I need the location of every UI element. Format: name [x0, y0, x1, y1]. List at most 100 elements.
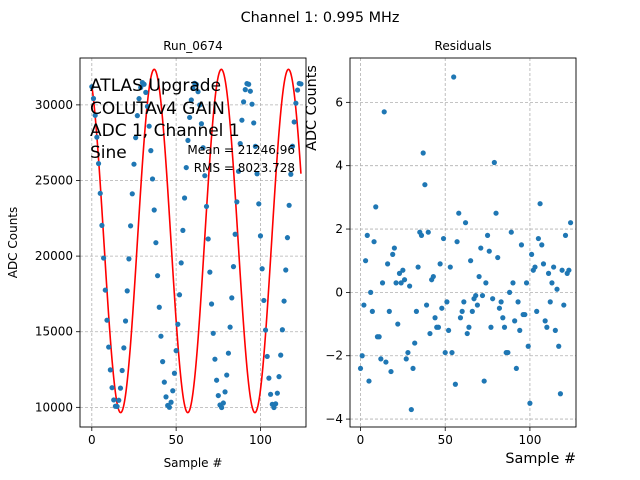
y-tick-label: 4 [335, 159, 343, 173]
data-point [134, 113, 140, 119]
residual-point [513, 365, 519, 372]
residual-point [440, 235, 447, 242]
annotation-line-3: ADC 1, Channel 1 [90, 121, 240, 141]
data-point [249, 101, 255, 107]
data-point [188, 97, 194, 103]
data-point [119, 367, 125, 374]
data-point [190, 85, 196, 92]
data-point [106, 344, 112, 350]
data-point [121, 345, 127, 351]
residual-point [371, 239, 377, 245]
residual-point [500, 315, 506, 321]
data-point [131, 161, 137, 167]
data-point [232, 231, 238, 237]
residual-point [461, 299, 467, 305]
left-data-points [89, 80, 304, 411]
data-point [289, 143, 296, 149]
residual-point [496, 305, 503, 311]
right-ticks: 0 50 100 −4 −2 0 2 4 6 [325, 95, 541, 447]
residual-point [523, 280, 530, 286]
data-point [273, 401, 279, 407]
residual-point [386, 308, 392, 314]
data-point [197, 102, 203, 108]
data-point [129, 191, 135, 197]
data-point [127, 223, 134, 229]
right-plot-title: Residuals [435, 39, 492, 53]
residual-point [554, 286, 560, 292]
data-point [153, 240, 159, 246]
residual-point [362, 258, 369, 264]
data-point [126, 256, 132, 262]
data-point [154, 273, 161, 279]
data-point [293, 100, 299, 106]
data-point [181, 195, 188, 201]
data-point [114, 403, 120, 410]
stats-mean: Mean = 21246.96 [187, 143, 295, 157]
data-point [259, 266, 265, 272]
residual-point [373, 204, 379, 210]
residual-point [407, 283, 413, 289]
residual-point [478, 245, 484, 251]
residual-point [385, 261, 391, 267]
residual-point [469, 308, 475, 314]
data-point [122, 318, 129, 324]
residual-point [562, 232, 569, 238]
residual-point [490, 296, 496, 302]
residual-point [486, 248, 492, 254]
data-point [146, 123, 152, 129]
residual-point [556, 343, 562, 349]
residual-point [505, 349, 511, 356]
left-ticks: 0 50 100 10000 15000 20000 25000 30000 [35, 98, 272, 447]
residual-point [476, 273, 482, 280]
y-tick-label: 10000 [35, 400, 73, 414]
residual-point [468, 258, 474, 264]
data-point [257, 233, 264, 239]
right-plot: Residuals 0 50 100 −4 −2 0 2 4 6 Sample # ADC Co… [304, 39, 577, 467]
data-point [254, 171, 260, 177]
residual-point [430, 273, 436, 280]
data-point [220, 400, 226, 406]
residual-point [525, 343, 531, 349]
residual-point [445, 327, 452, 333]
data-point [235, 168, 242, 174]
residual-point [549, 280, 555, 286]
data-point [107, 367, 113, 373]
residual-point [466, 324, 472, 330]
residual-point [547, 299, 553, 305]
annotation-line-2: COLUTAv4 GAIN [90, 99, 225, 119]
data-point [247, 88, 253, 94]
data-point [261, 297, 267, 304]
data-point [148, 148, 154, 154]
residual-point [439, 305, 445, 311]
residual-point [420, 150, 426, 156]
data-point [267, 391, 274, 397]
data-point [170, 388, 176, 394]
data-point [97, 190, 103, 196]
left-plot: Run_0674 0 50 100 10000 15000 20000 25000 30000… [6, 39, 307, 470]
data-point [136, 96, 142, 102]
residual-point [364, 232, 370, 238]
data-point [264, 353, 270, 360]
data-point [101, 255, 107, 261]
data-point [124, 288, 130, 294]
y-tick-label: −4 [325, 412, 343, 426]
right-data-points [357, 74, 574, 413]
data-point [278, 352, 284, 358]
residual-point [423, 302, 430, 308]
residual-point [359, 353, 365, 359]
residual-point [447, 264, 453, 270]
data-point [276, 374, 282, 380]
residual-point [529, 251, 535, 257]
left-fit-curve [91, 68, 302, 414]
residual-point [457, 315, 464, 321]
annotation-line-1: ATLAS Upgrade [90, 76, 221, 96]
data-point [205, 236, 211, 242]
residual-point [508, 229, 514, 235]
residual-point [506, 289, 513, 295]
data-point [109, 385, 115, 391]
residual-point [383, 359, 389, 365]
x-tick-label: 50 [168, 433, 183, 447]
data-point [95, 160, 102, 167]
residual-point [396, 270, 403, 276]
